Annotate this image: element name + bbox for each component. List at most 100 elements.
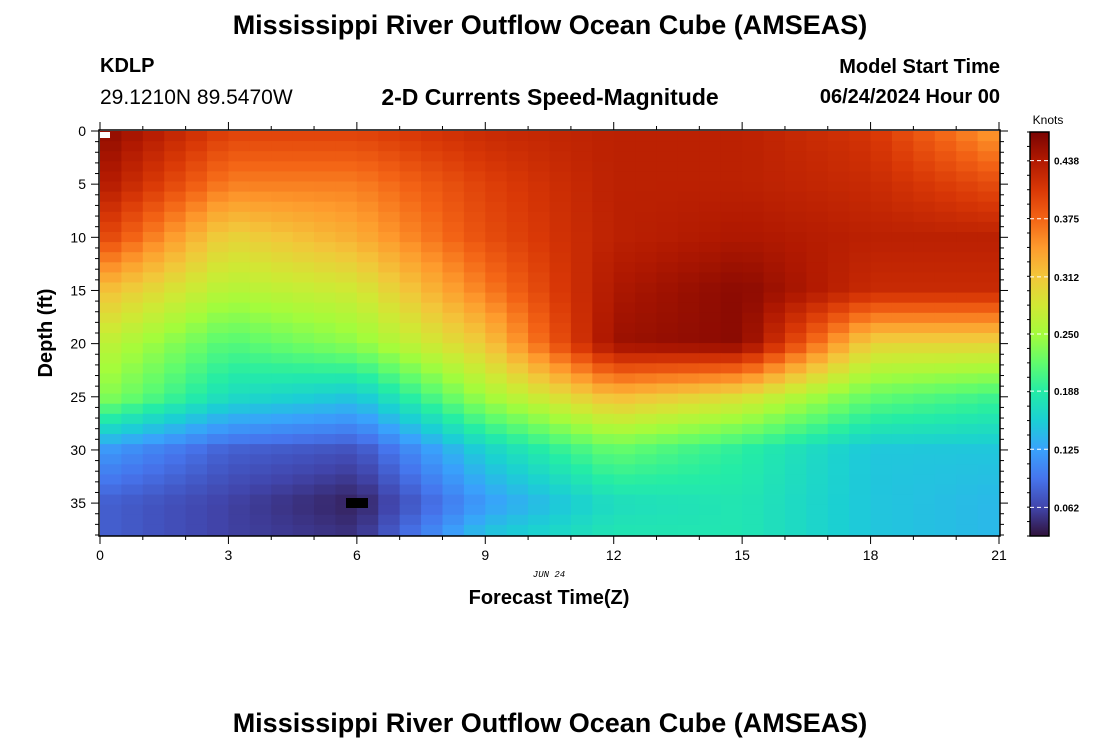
- heatmap-cell: [207, 151, 230, 162]
- heatmap-cell: [314, 171, 337, 183]
- heatmap-cell: [549, 191, 572, 203]
- heatmap-cell: [100, 393, 122, 405]
- heatmap-cell: [528, 373, 551, 385]
- colorbar-title: Knots: [1033, 113, 1064, 127]
- heatmap-cell: [314, 242, 337, 253]
- heatmap-cell: [934, 272, 957, 284]
- heatmap-cell: [164, 494, 187, 506]
- heatmap-cell: [827, 161, 850, 172]
- heatmap-cell: [463, 242, 486, 253]
- heatmap-cell: [185, 484, 208, 496]
- heatmap-cell: [849, 363, 872, 374]
- heatmap-cell: [806, 282, 829, 294]
- heatmap-cell: [228, 504, 251, 516]
- heatmap-cell: [849, 403, 872, 415]
- heatmap-cell: [806, 353, 829, 364]
- heatmap-cell: [228, 242, 251, 253]
- heatmap-cell: [784, 333, 807, 344]
- heatmap-cell: [314, 484, 337, 496]
- heatmap-cell: [720, 363, 743, 374]
- heatmap-cell: [613, 201, 636, 213]
- heatmap-cell: [100, 161, 122, 172]
- heatmap-cell: [185, 131, 208, 142]
- heatmap-cell: [763, 232, 786, 243]
- heatmap-cell: [784, 454, 807, 465]
- heatmap-cell: [142, 524, 165, 536]
- heatmap-cell: [506, 413, 529, 425]
- heatmap-cell: [228, 201, 251, 213]
- heatmap-cell: [228, 353, 251, 364]
- heatmap-cell: [100, 434, 122, 445]
- heatmap-cell: [891, 171, 914, 183]
- heatmap-cell: [271, 191, 294, 203]
- heatmap-cell: [314, 464, 337, 475]
- heatmap-cell: [249, 242, 272, 253]
- heatmap-cell: [763, 242, 786, 253]
- heatmap-cell: [356, 151, 379, 162]
- heatmap-cell: [185, 322, 208, 334]
- heatmap-cell: [613, 444, 636, 455]
- heatmap-cell: [378, 373, 401, 385]
- heatmap-cell: [292, 141, 315, 152]
- heatmap-cell: [806, 191, 829, 203]
- heatmap-cell: [164, 403, 187, 415]
- heatmap-cell: [421, 494, 444, 506]
- heatmap-cell: [956, 484, 979, 496]
- heatmap-cell: [613, 131, 636, 142]
- heatmap-cell: [720, 514, 743, 526]
- heatmap-cell: [891, 181, 914, 193]
- heatmap-cell: [656, 353, 679, 364]
- heatmap-cell: [870, 141, 893, 152]
- heatmap-cell: [463, 444, 486, 455]
- heatmap-cell: [977, 272, 1000, 284]
- heatmap-cell: [506, 343, 529, 354]
- heatmap-cell: [977, 211, 1000, 223]
- heatmap-cell: [934, 242, 957, 253]
- heatmap-cell: [271, 403, 294, 415]
- heatmap-cell: [570, 191, 593, 203]
- heatmap-cell: [228, 211, 251, 223]
- heatmap-cell: [185, 141, 208, 152]
- heatmap-cell: [100, 464, 122, 475]
- heatmap-cell: [656, 514, 679, 526]
- heatmap-cell: [185, 171, 208, 183]
- heatmap-cell: [378, 141, 401, 152]
- heatmap-cell: [485, 282, 508, 294]
- heatmap-cell: [763, 363, 786, 374]
- heatmap-cell: [506, 464, 529, 475]
- heatmap-cell: [356, 171, 379, 183]
- heatmap-cell: [356, 464, 379, 475]
- heatmap-cell: [164, 343, 187, 354]
- heatmap-cell: [442, 262, 465, 273]
- heatmap-cell: [485, 252, 508, 263]
- heatmap-cell: [335, 333, 358, 344]
- heatmap-cell: [399, 302, 422, 314]
- heatmap-cell: [849, 413, 872, 425]
- heatmap-cell: [699, 221, 722, 233]
- heatmap-cell: [763, 373, 786, 385]
- heatmap-cell: [314, 141, 337, 152]
- heatmap-cell: [121, 181, 144, 193]
- heatmap-cell: [292, 161, 315, 172]
- heatmap-cell: [934, 393, 957, 405]
- heatmap-cell: [849, 232, 872, 243]
- heatmap-cell: [249, 363, 272, 374]
- heatmap-cell: [292, 444, 315, 455]
- heatmap-cell: [164, 312, 187, 324]
- heatmap-cell: [549, 161, 572, 172]
- heatmap-cell: [849, 312, 872, 324]
- heatmap-cell: [913, 131, 936, 142]
- heatmap-cell: [549, 252, 572, 263]
- heatmap-cell: [421, 292, 444, 304]
- heatmap-cell: [784, 413, 807, 425]
- heatmap-cell: [185, 151, 208, 162]
- heatmap-cell: [249, 423, 272, 435]
- heatmap-cell: [442, 322, 465, 334]
- heatmap-cell: [613, 383, 636, 395]
- heatmap-cell: [335, 474, 358, 486]
- heatmap-cell: [335, 272, 358, 284]
- heatmap-cell: [913, 373, 936, 385]
- heatmap-cell: [271, 504, 294, 516]
- heatmap-cell: [742, 524, 765, 536]
- heatmap-cell: [228, 343, 251, 354]
